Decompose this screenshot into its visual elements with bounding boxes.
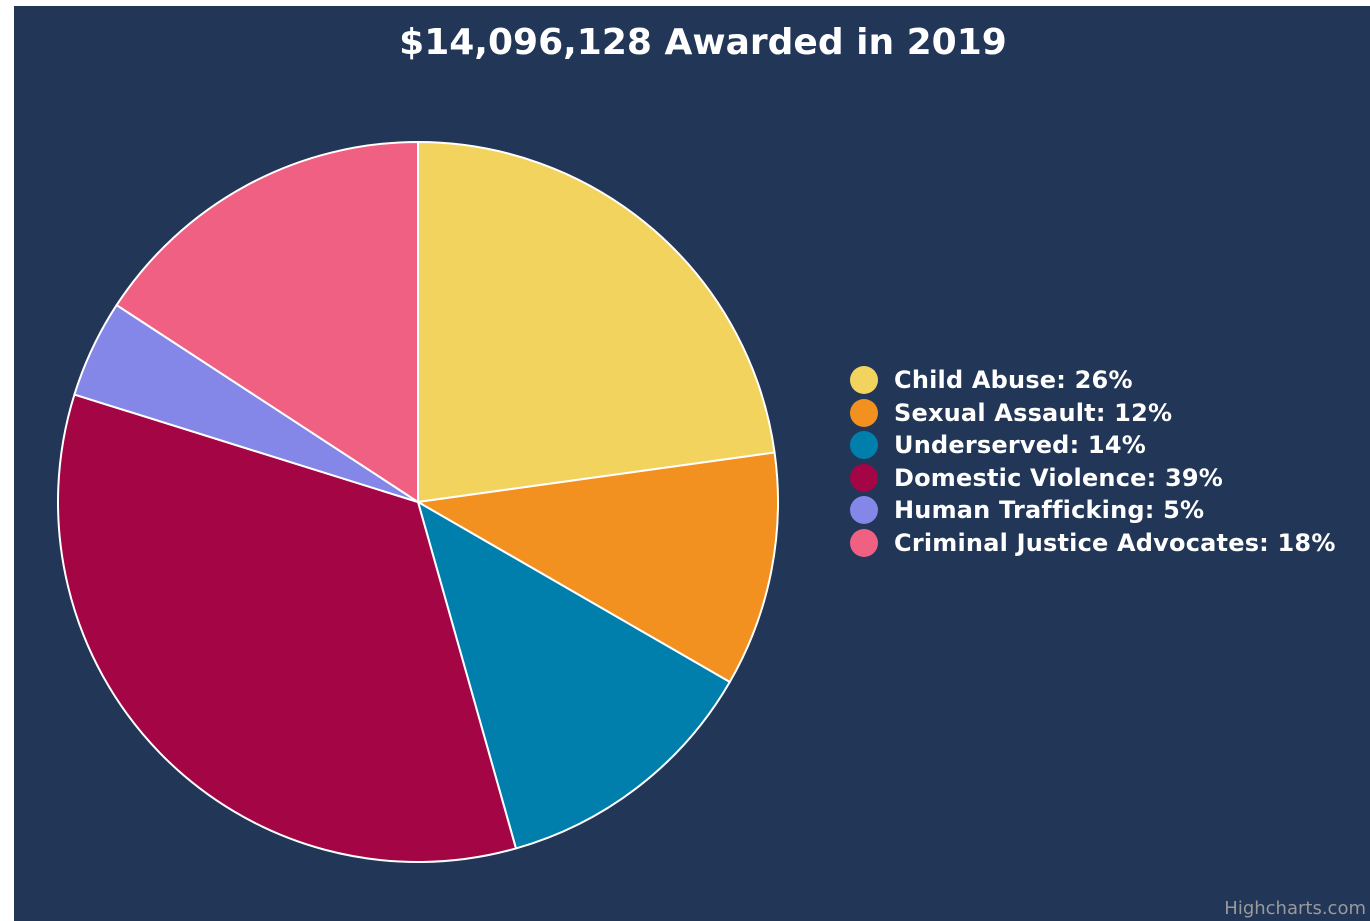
legend-swatch [850, 463, 878, 492]
pie-slice-child-abuse[interactable] [417, 141, 776, 503]
pie-slice-sexual-assault[interactable] [417, 451, 779, 683]
chart-container: $14,096,128 Awarded in 2019 Child Abuse:… [14, 6, 1370, 921]
legend-swatch [850, 528, 878, 557]
legend-item-human-trafficking[interactable]: Human Trafficking: 5% [850, 494, 1336, 527]
credits-link[interactable]: Highcharts.com [1224, 898, 1366, 919]
legend-item-underserved[interactable]: Underserved: 14% [850, 429, 1336, 462]
pie-slice-criminal-justice-advocates[interactable] [115, 141, 419, 503]
pie-chart [57, 141, 779, 863]
pie-slice-underserved[interactable] [417, 501, 731, 850]
legend-item-sexual-assault[interactable]: Sexual Assault: 12% [850, 397, 1336, 430]
legend-swatch [850, 366, 878, 395]
legend-label: Criminal Justice Advocates: 18% [894, 528, 1336, 557]
pie-slices [57, 141, 779, 863]
legend-swatch [850, 431, 878, 460]
pie-slice-domestic-violence[interactable] [57, 393, 517, 863]
legend-label: Human Trafficking: 5% [894, 496, 1205, 525]
legend-label: Domestic Violence: 39% [894, 463, 1224, 492]
chart-title: $14,096,128 Awarded in 2019 [399, 22, 1007, 63]
legend-label: Child Abuse: 26% [894, 366, 1133, 395]
legend: Child Abuse: 26% Sexual Assault: 12% Under… [850, 364, 1336, 559]
legend-item-domestic-violence[interactable]: Domestic Violence: 39% [850, 462, 1336, 495]
legend-swatch [850, 496, 878, 525]
legend-item-child-abuse[interactable]: Child Abuse: 26% [850, 364, 1336, 397]
legend-swatch [850, 398, 878, 427]
legend-label: Underserved: 14% [894, 431, 1146, 460]
legend-item-criminal-justice-advocates[interactable]: Criminal Justice Advocates: 18% [850, 527, 1336, 560]
legend-label: Sexual Assault: 12% [894, 398, 1173, 427]
